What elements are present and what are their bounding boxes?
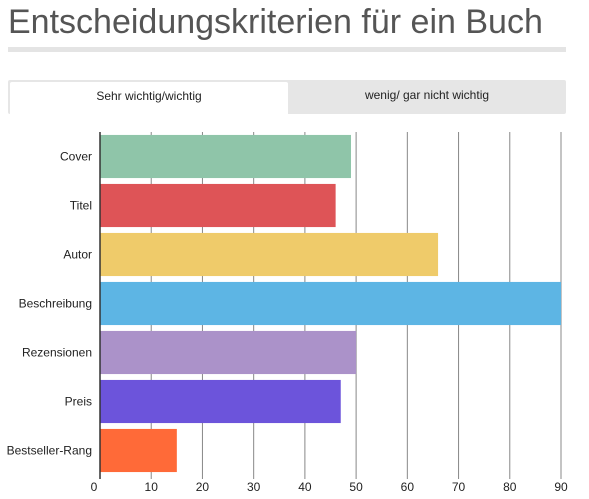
bar-beschreibung [100,281,561,326]
bar-rezensionen [100,330,357,375]
x-tick-label: 80 [503,480,517,494]
category-label: Beschreibung [19,297,92,311]
category-label: Cover [60,150,92,164]
tab-bar: Sehr wichtig/wichtig wenig/ gar nicht wi… [8,80,566,114]
category-label: Titel [70,199,92,213]
x-tick-label: 10 [145,480,159,494]
tab-not-important[interactable]: wenig/ gar nicht wichtig [364,88,490,102]
category-label: Bestseller-Rang [7,444,92,458]
title-underline [8,47,566,52]
x-tick-label: 30 [247,480,261,494]
category-label: Autor [63,248,92,262]
x-tick-label: 50 [349,480,363,494]
bar-titel [100,183,336,228]
bar-autor [100,232,439,277]
page-title: Entscheidungskriterien für ein Buch [8,3,543,41]
bar-cover [100,134,351,179]
x-tick-label: 20 [196,480,210,494]
bar-preis [100,379,341,424]
x-tick-label: 70 [452,480,466,494]
bar-bestseller-rang [100,428,177,473]
tab-very-important[interactable]: Sehr wichtig/wichtig [10,82,288,114]
x-tick-label: 90 [554,480,568,494]
x-tick-label: 40 [298,480,312,494]
category-label: Rezensionen [22,346,92,360]
category-label: Preis [65,395,92,409]
x-tick-label: 60 [401,480,415,494]
x-tick-label: 0 [91,480,98,494]
